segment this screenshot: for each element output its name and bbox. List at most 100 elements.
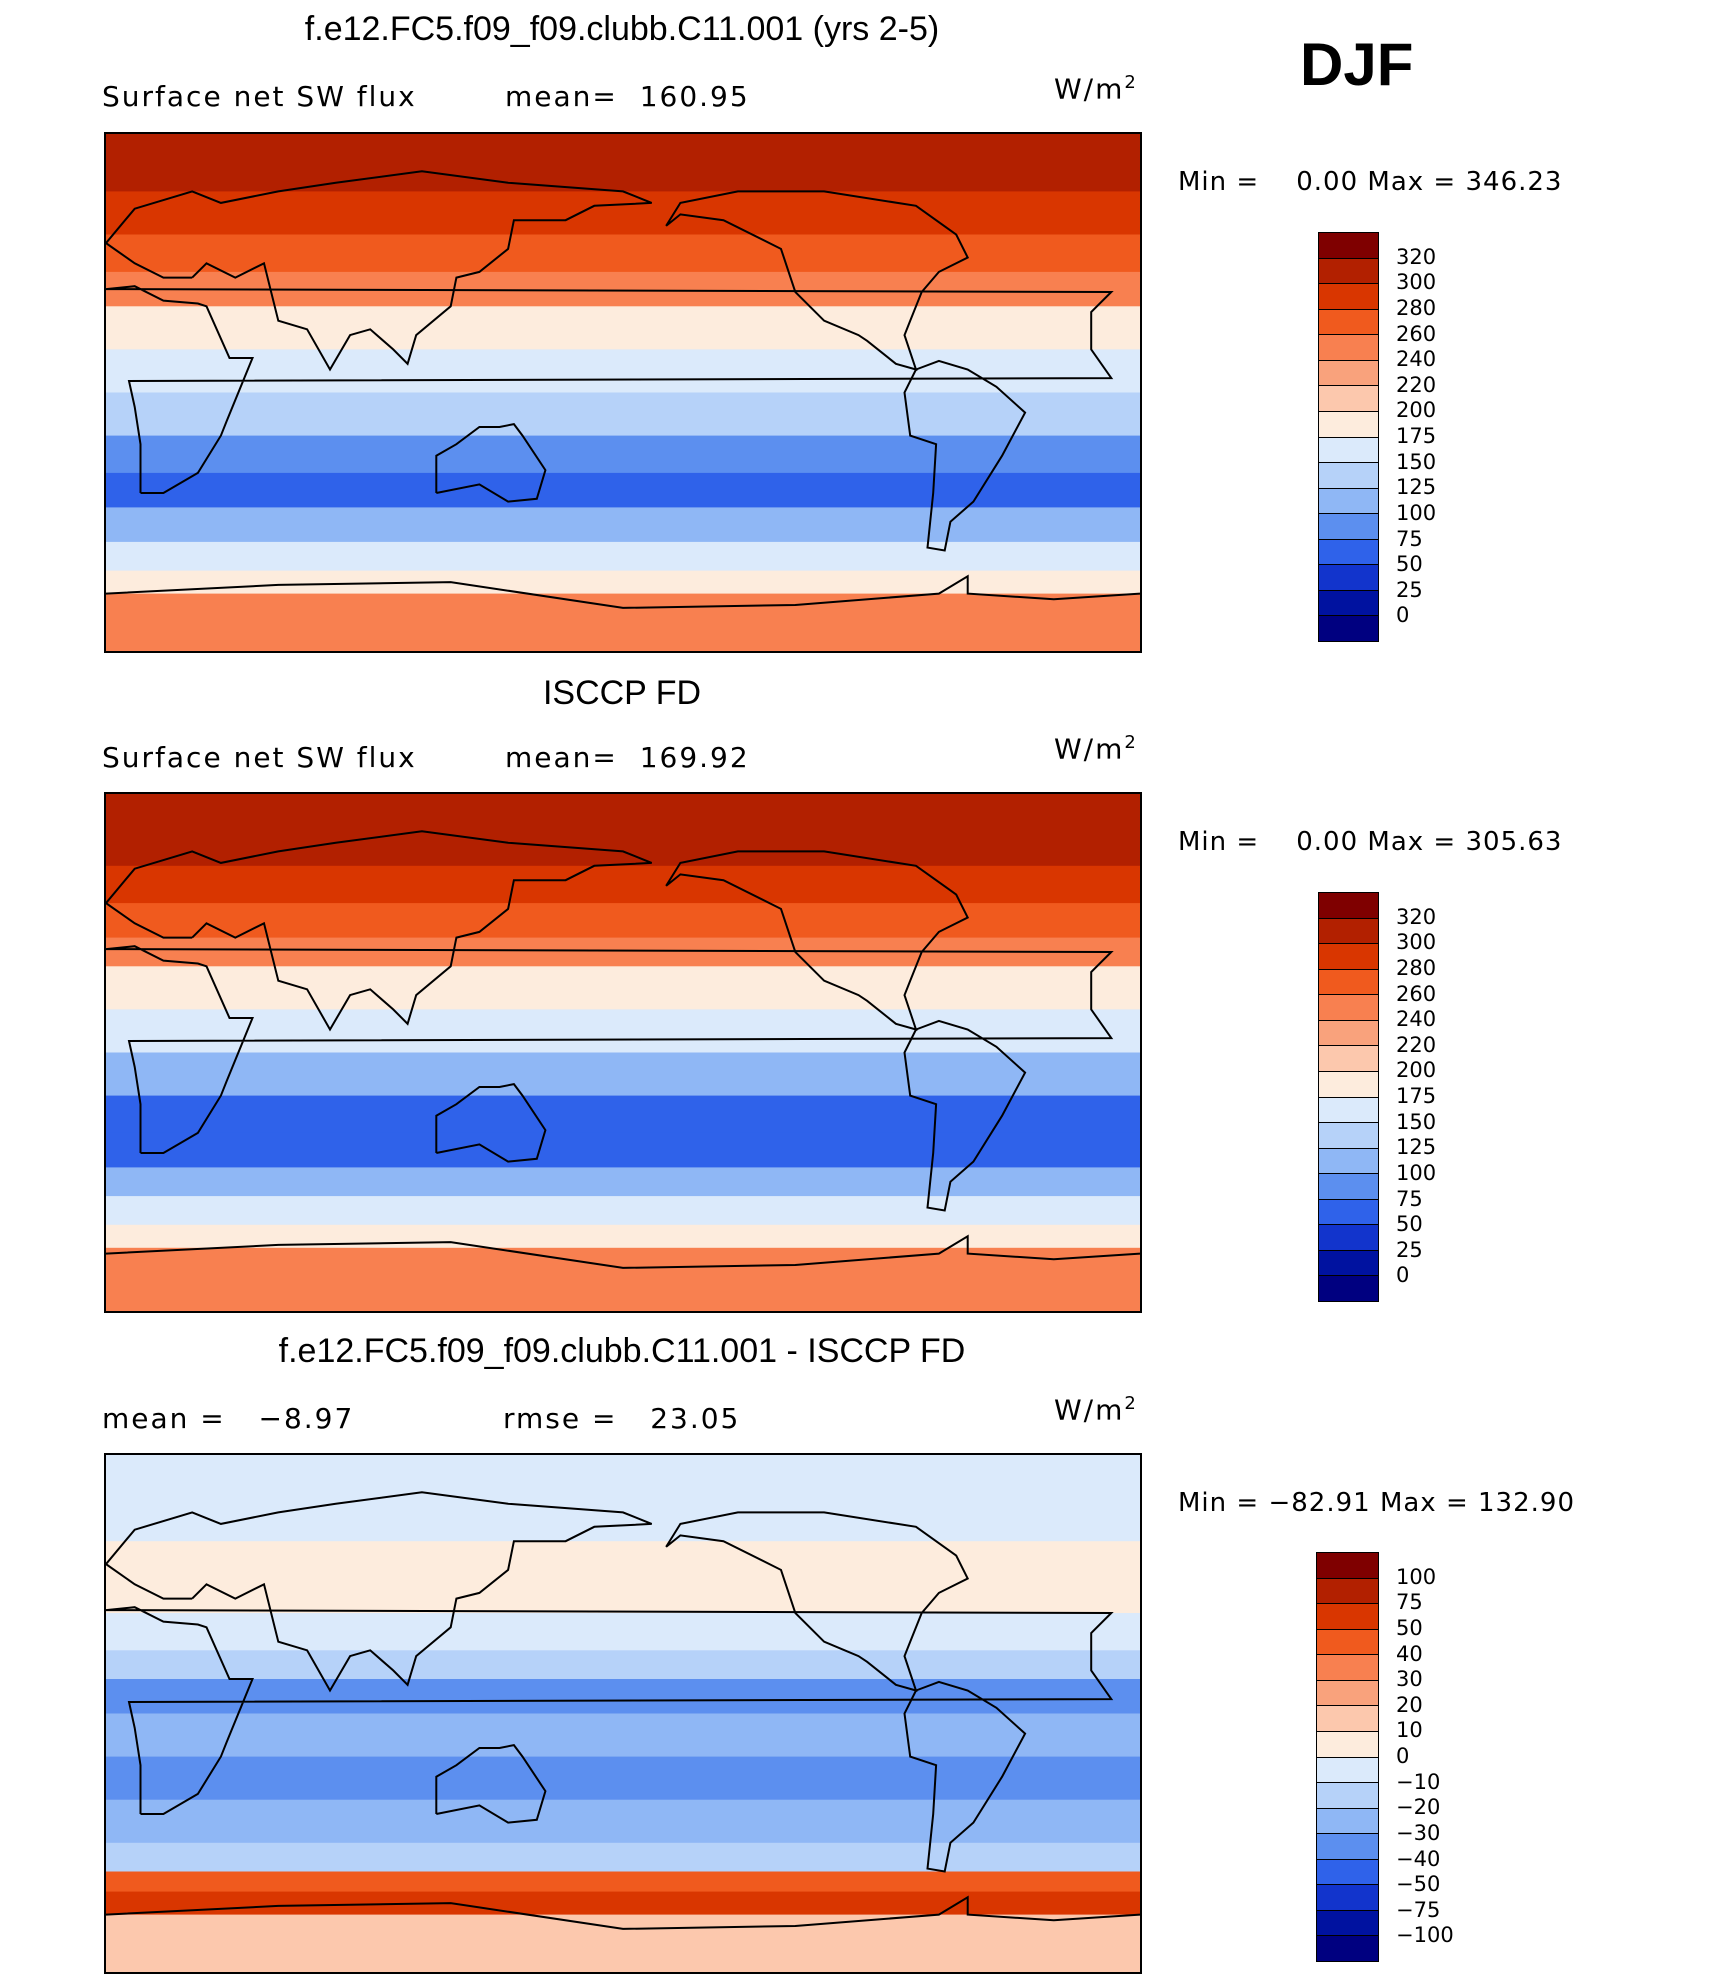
colorbar-segment [1317,1604,1378,1630]
panel-1-coastline [106,285,1114,494]
colorbar-tick-label: 200 [1396,398,1437,423]
colorbar-tick-label: 150 [1396,449,1437,474]
panel-1-lat-band [106,507,1140,543]
colorbar-segment [1317,1731,1378,1758]
panel-2-mean: mean= 169.92 [505,741,750,774]
colorbar-segment [1317,1578,1378,1605]
colorbar-tick-label: −20 [1396,1795,1441,1820]
panel-2-lat-band [106,1247,1140,1311]
colorbar-segment [1319,360,1378,387]
colorbar-segment [1319,258,1378,285]
colorbar-tick-label: 50 [1396,1615,1423,1640]
panel-1-minmax: Min = 0.00 Max = 346.23 [1178,167,1563,197]
panel-3-lat-band [106,1650,1140,1680]
panel-1-lat-band [106,435,1140,474]
colorbar-tick-label: 50 [1396,1212,1423,1237]
colorbar-segment [1319,1250,1378,1277]
colorbar-tick-label: 25 [1396,577,1423,602]
colorbar-tick-label: −30 [1396,1820,1441,1845]
colorbar-tick-label: 100 [1396,1160,1437,1185]
panel-1-lat-band [106,593,1140,651]
panel-2-coastline [665,850,970,1031]
panel-3-lat-band [106,1756,1140,1801]
colorbar-tick-label: 150 [1396,1109,1437,1134]
panel-2-lat-band [106,865,1140,904]
colorbar-segment [1317,1783,1378,1809]
colorbar-segment [1317,1936,1378,1961]
colorbar-tick-label: 200 [1396,1058,1437,1083]
colorbar-segment [1319,893,1378,919]
colorbar-segment [1317,1885,1378,1911]
panel-3-coastline [903,1680,1027,1873]
panel-1-units: W/m2 [1054,72,1136,106]
colorbar-tick-label: 20 [1396,1692,1423,1717]
panel-3-units: W/m2 [1054,1393,1136,1427]
panel-1-lat-band [106,541,1140,572]
panel-3-lat-band [106,1799,1140,1844]
panel-1-lat-band [106,392,1140,437]
colorbar-segment [1317,1834,1378,1860]
panel-1-lat-band [106,472,1140,508]
colorbar-tick-label: 260 [1396,981,1437,1006]
panel-3-lat-band [106,1455,1140,1542]
panel-1-title: f.e12.FC5.f09_f09.clubb.C11.001 (yrs 2-5… [304,10,940,48]
panel-3-coastline [106,1895,1140,1930]
panel-3-coastline [665,1511,970,1692]
panel-2-title: ISCCP FD [542,674,702,712]
panel-2-lat-band [106,1009,1140,1054]
colorbar-tick-label: 10 [1396,1718,1423,1743]
colorbar-tick-label: 280 [1396,955,1437,980]
colorbar-tick-label: −10 [1396,1769,1441,1794]
colorbar-tick-label: 280 [1396,295,1437,320]
colorbar-tick-label: 175 [1396,424,1437,448]
colorbar-segment [1319,1046,1378,1072]
colorbar-tick-label: 50 [1396,552,1423,577]
panel-3-heatmap [106,1455,1140,1972]
panel-2-lat-band [106,794,1140,867]
colorbar-tick-label: 25 [1396,1237,1423,1262]
panel-1-map [104,132,1142,653]
panel-2-colorbar [1318,892,1379,1302]
panel-2-coastline [435,1082,547,1163]
colorbar-tick-label: 75 [1396,1590,1423,1615]
colorbar-tick-label: 125 [1396,475,1437,500]
panel-3-lat-band [106,1842,1140,1873]
panel-3-map [104,1453,1142,1974]
panel-3-lat-band [106,1891,1140,1916]
panel-1-coastline [903,359,1027,552]
panel-1-lat-band [106,349,1140,394]
panel-1-coastline [106,574,1140,609]
colorbar-tick-label: 240 [1396,1007,1437,1032]
panel-2-lat-band [106,1196,1140,1226]
colorbar-tick-label: 0 [1396,603,1410,628]
panel-3-lat-band [106,1871,1140,1893]
panel-2-heatmap [106,794,1140,1311]
colorbar-segment [1319,995,1378,1021]
colorbar-tick-label: 175 [1396,1084,1437,1108]
panel-2-lat-band [106,1052,1140,1097]
colorbar-segment [1319,335,1378,361]
colorbar-segment [1319,514,1378,540]
colorbar-tick-label: 0 [1396,1263,1410,1288]
colorbar-segment [1317,1655,1378,1681]
colorbar-tick-label: 260 [1396,321,1437,346]
panel-3-colorbar-ticks: 100 75 50 40 30 20 10 0 −10 −20 −30 −40 −50 −75 −100 [1396,1552,1506,1962]
colorbar-segment [1319,1148,1378,1175]
colorbar-tick-label: −100 [1396,1923,1454,1948]
colorbar-tick-label: 30 [1396,1667,1423,1692]
colorbar-segment [1319,1097,1378,1124]
colorbar-segment [1319,488,1378,515]
panel-2-lat-band [106,966,1140,1010]
colorbar-segment [1319,565,1378,591]
colorbar-tick-label: −50 [1396,1872,1441,1897]
colorbar-tick-label: 100 [1396,1564,1437,1589]
colorbar-segment [1317,1859,1378,1886]
colorbar-segment [1319,616,1378,641]
colorbar-segment [1319,1071,1378,1098]
colorbar-segment [1317,1910,1378,1937]
colorbar-segment [1319,590,1378,617]
panel-3-lat-band [106,1613,1140,1651]
colorbar-tick-label: 0 [1396,1744,1410,1768]
colorbar-segment [1317,1629,1378,1656]
colorbar-tick-label: 300 [1396,930,1437,955]
